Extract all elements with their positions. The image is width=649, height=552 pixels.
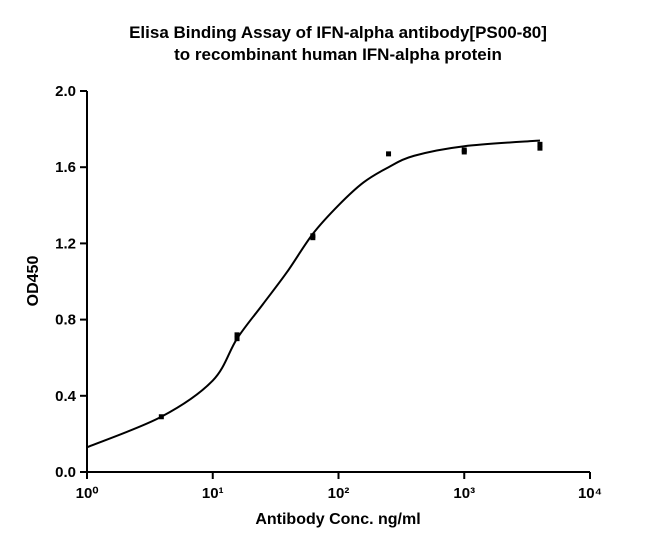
y-tick-label: 0.0 (55, 464, 76, 481)
y-tick-label: 1.6 (55, 159, 76, 176)
data-point (461, 147, 467, 153)
x-tick-label: 10¹ (202, 485, 224, 502)
y-axis-label: OD450 (25, 256, 42, 307)
y-tick-label: 0.8 (55, 312, 76, 329)
chart-title: Elisa Binding Assay of IFN-alpha antibod… (129, 23, 547, 42)
data-point (386, 151, 392, 157)
y-tick-label: 2.0 (55, 83, 76, 100)
y-tick-label: 1.2 (55, 235, 76, 252)
x-tick-label: 10⁴ (578, 485, 602, 502)
x-tick-label: 10⁰ (76, 485, 99, 502)
x-axis-label: Antibody Conc. ng/ml (255, 511, 420, 528)
y-tick-label: 0.4 (55, 388, 77, 405)
data-point (234, 332, 240, 338)
data-point (537, 141, 543, 147)
data-point (537, 145, 543, 151)
data-point (310, 233, 316, 239)
fit-curve (86, 139, 541, 449)
x-tick-label: 10³ (453, 485, 475, 502)
chart-title: to recombinant human IFN-alpha protein (174, 45, 502, 64)
x-tick-label: 10² (328, 485, 350, 502)
